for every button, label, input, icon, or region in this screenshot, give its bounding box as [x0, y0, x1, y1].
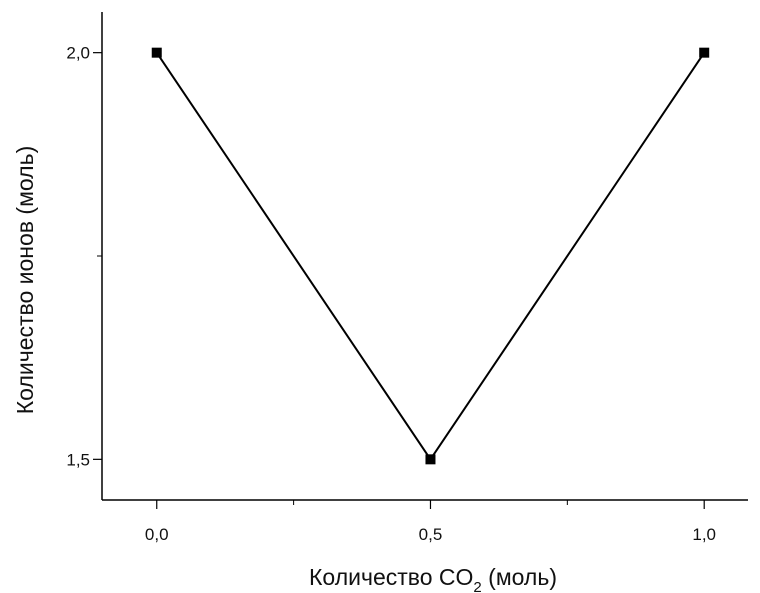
data-point [151, 47, 162, 58]
series-line [155, 52, 706, 462]
y-tick-label: 2,0 [66, 44, 90, 63]
x-tick-label: 0,0 [145, 525, 169, 544]
x-tick-label: 0,5 [419, 525, 443, 544]
data-point [699, 47, 710, 58]
series [151, 47, 710, 465]
tick-labels: 0,0 0,5 1,0 1,5 2,0 [66, 44, 716, 544]
x-tick-label: 1,0 [692, 525, 716, 544]
x-axis-title: Количество CO2 (моль) [309, 564, 557, 593]
data-point [425, 454, 436, 465]
y-tick-label: 1,5 [66, 450, 90, 469]
x-axis-title-subscript: 2 [473, 579, 481, 593]
x-axis-title-main: Количество CO [309, 564, 473, 590]
y-axis-title: Количество ионов (моль) [12, 146, 38, 414]
ticks [93, 52, 705, 509]
x-axis-title-suffix: (моль) [482, 564, 557, 590]
axes [101, 12, 748, 501]
